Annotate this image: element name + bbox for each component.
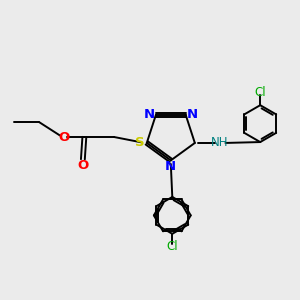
Text: S: S <box>135 136 145 149</box>
Text: NH: NH <box>211 136 229 149</box>
Text: O: O <box>77 159 88 172</box>
Text: Cl: Cl <box>254 86 266 99</box>
Text: O: O <box>58 130 69 143</box>
Text: Cl: Cl <box>167 240 178 253</box>
Text: N: N <box>187 108 198 121</box>
Text: N: N <box>165 160 176 173</box>
Text: N: N <box>144 108 155 121</box>
